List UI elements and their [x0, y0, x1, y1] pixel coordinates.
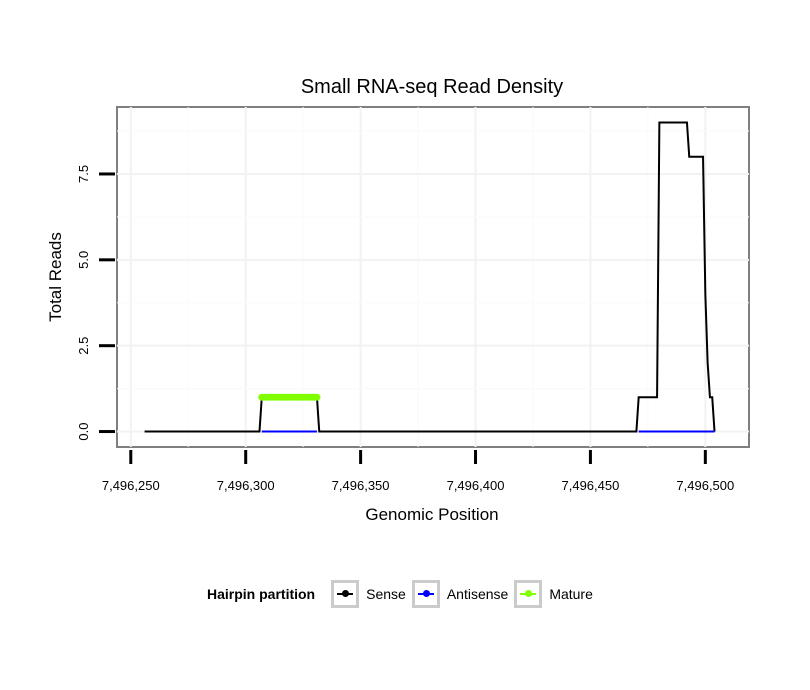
plot-panel [116, 106, 750, 448]
x-tick-label: 7,496,500 [676, 478, 734, 493]
x-tick-label: 7,496,450 [562, 478, 620, 493]
x-axis-label: Genomic Position [365, 505, 498, 524]
y-tick-label: 5.0 [76, 251, 91, 269]
legend: Hairpin partition Sense Antisense Mature [207, 580, 599, 608]
y-tick-label: 2.5 [76, 337, 91, 355]
mature-point [313, 393, 321, 401]
x-tick-label: 7,496,250 [102, 478, 160, 493]
x-tick-label: 7,496,350 [332, 478, 390, 493]
legend-item-sense: Sense [331, 580, 406, 608]
legend-title: Hairpin partition [207, 586, 316, 602]
chart-title: Small RNA-seq Read Density [301, 76, 563, 98]
y-tick-label: 0.0 [76, 423, 91, 441]
x-tick-label: 7,496,400 [447, 478, 505, 493]
y-axis-label: Total Reads [46, 232, 65, 322]
legend-item-mature: Mature [514, 580, 593, 608]
y-tick-label: 7.5 [76, 165, 91, 183]
legend-item-antisense: Antisense [411, 580, 508, 608]
x-tick-label: 7,496,300 [217, 478, 275, 493]
